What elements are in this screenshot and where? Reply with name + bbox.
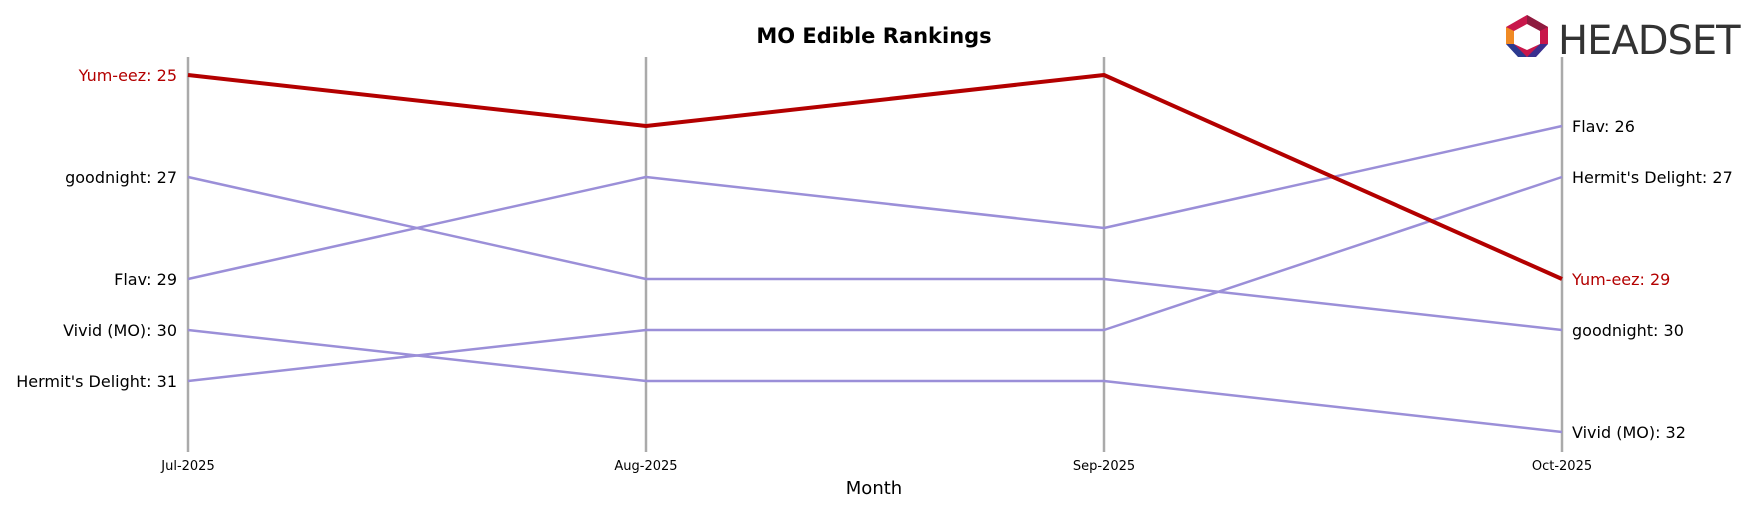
x-tick-labels: Jul-2025 Aug-2025 Sep-2025 Oct-2025	[160, 459, 1592, 474]
logo-text: HEADSET	[1558, 18, 1741, 64]
series-lines	[187, 73, 1563, 434]
chart-title: MO Edible Rankings	[756, 24, 991, 48]
series-line-goodnight	[187, 175, 1563, 332]
series-line-flav	[187, 124, 1563, 281]
left-series-label: Hermit's Delight: 31	[16, 372, 177, 391]
left-series-label: Yum-eez: 25	[78, 66, 177, 85]
x-tick-label: Jul-2025	[160, 459, 214, 474]
left-series-label: Flav: 29	[114, 270, 177, 289]
headset-logo: HEADSET	[1506, 15, 1742, 64]
right-series-label: Flav: 26	[1572, 117, 1635, 136]
right-series-label: Yum-eez: 29	[1571, 270, 1670, 289]
month-axes	[186, 57, 1564, 452]
left-series-label: Vivid (MO): 30	[63, 321, 177, 340]
headset-logo-icon	[1506, 15, 1548, 57]
right-series-label: goodnight: 30	[1572, 321, 1684, 340]
x-axis-label: Month	[846, 478, 902, 499]
x-tick-label: Aug-2025	[614, 459, 677, 474]
series-line-vivid-mo-	[187, 328, 1563, 434]
series-line-hermit-s-delight	[187, 175, 1563, 383]
x-tick-label: Sep-2025	[1073, 459, 1135, 474]
right-series-label: Hermit's Delight: 27	[1572, 168, 1733, 187]
series-labels: Yum-eez: 25 goodnight: 27 Flav: 29 Vivid (M…	[16, 66, 1733, 442]
series-line-yum-eez	[187, 73, 1563, 281]
right-series-label: Vivid (MO): 32	[1572, 423, 1686, 442]
x-tick-label: Oct-2025	[1532, 459, 1592, 474]
left-series-label: goodnight: 27	[65, 168, 177, 187]
